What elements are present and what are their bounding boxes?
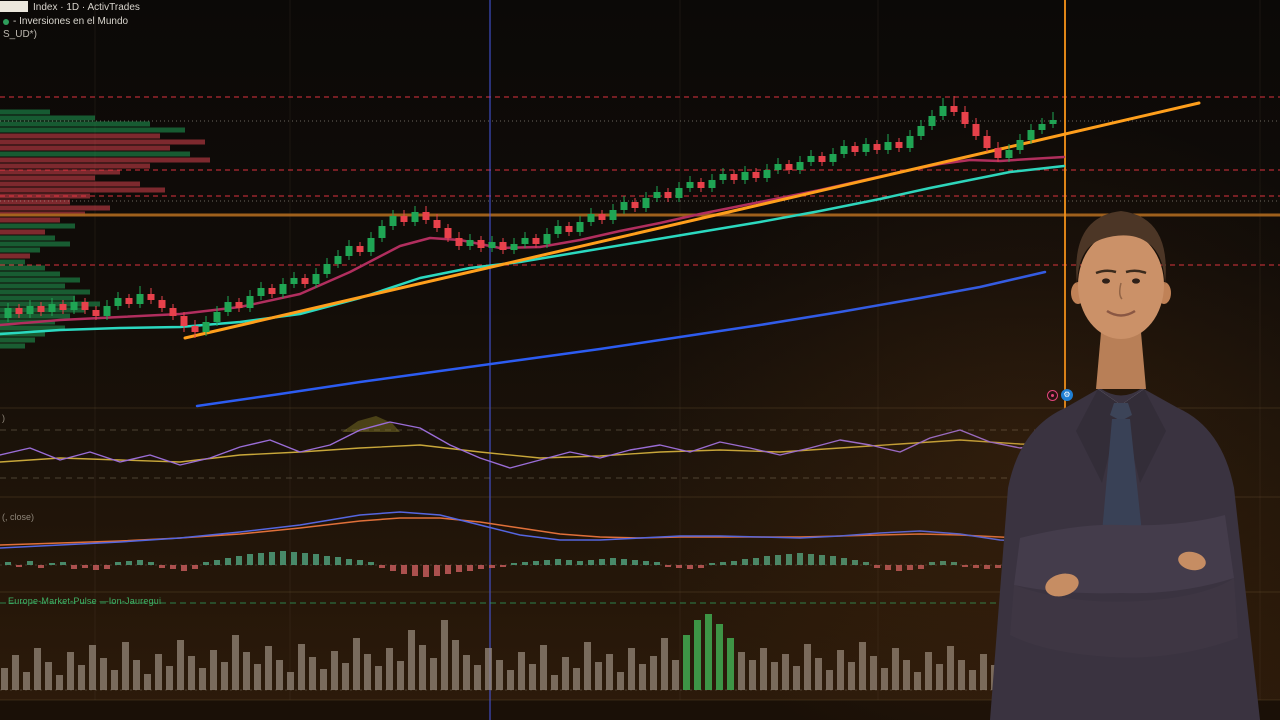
macd-legend[interactable]: (, close) bbox=[2, 512, 34, 522]
lapel-left bbox=[1076, 389, 1121, 483]
symbol-legend[interactable]: Index · 1D · ActivTrades bbox=[33, 2, 140, 14]
candles-layer bbox=[4, 96, 1057, 338]
mouth bbox=[1106, 309, 1136, 317]
indicator-status-icon bbox=[3, 19, 9, 25]
hair bbox=[1076, 211, 1166, 285]
pulse-legend[interactable]: Europe-Market-Pulse —Ion-Jauregui bbox=[8, 596, 161, 606]
presenter-photo bbox=[990, 211, 1260, 720]
chart-event-markers[interactable]: ⚙ bbox=[1047, 389, 1073, 401]
oscillator-legend-text: ) bbox=[2, 413, 5, 423]
symbol-title: Index · 1D · ActivTrades bbox=[33, 2, 140, 13]
hand-right bbox=[1178, 551, 1206, 571]
arm-lower bbox=[1010, 578, 1238, 658]
nose bbox=[1118, 282, 1123, 300]
event-marker-pink-icon[interactable] bbox=[1047, 389, 1058, 401]
oscillator-legend[interactable]: ) bbox=[2, 413, 5, 423]
neck bbox=[1096, 321, 1146, 389]
arm-upper bbox=[1014, 515, 1234, 594]
tie-knot bbox=[1110, 403, 1132, 421]
macd-legend-text: (, close) bbox=[2, 512, 35, 522]
levels-layer bbox=[0, 96, 1280, 266]
hand-left bbox=[1045, 573, 1079, 597]
oscillator-layer bbox=[0, 416, 1200, 479]
eyebrow-right bbox=[1125, 269, 1147, 275]
window-fragment bbox=[0, 1, 28, 12]
lapel-right bbox=[1121, 389, 1166, 483]
indicator-legend[interactable]: - Inversiones en el Mundo bbox=[3, 16, 128, 28]
pulse-legend-text: Europe-Market-Pulse —Ion-Jauregui bbox=[8, 596, 162, 606]
eye-right bbox=[1132, 278, 1140, 284]
eyebrow-left bbox=[1095, 269, 1117, 275]
eye-left bbox=[1102, 278, 1110, 284]
indicator-params-text: S_UD*) bbox=[3, 29, 37, 40]
indicator-title: - Inversiones en el Mundo bbox=[13, 16, 129, 27]
indicator-params[interactable]: S_UD*) bbox=[3, 29, 37, 41]
gear-icon[interactable]: ⚙ bbox=[1061, 389, 1073, 401]
